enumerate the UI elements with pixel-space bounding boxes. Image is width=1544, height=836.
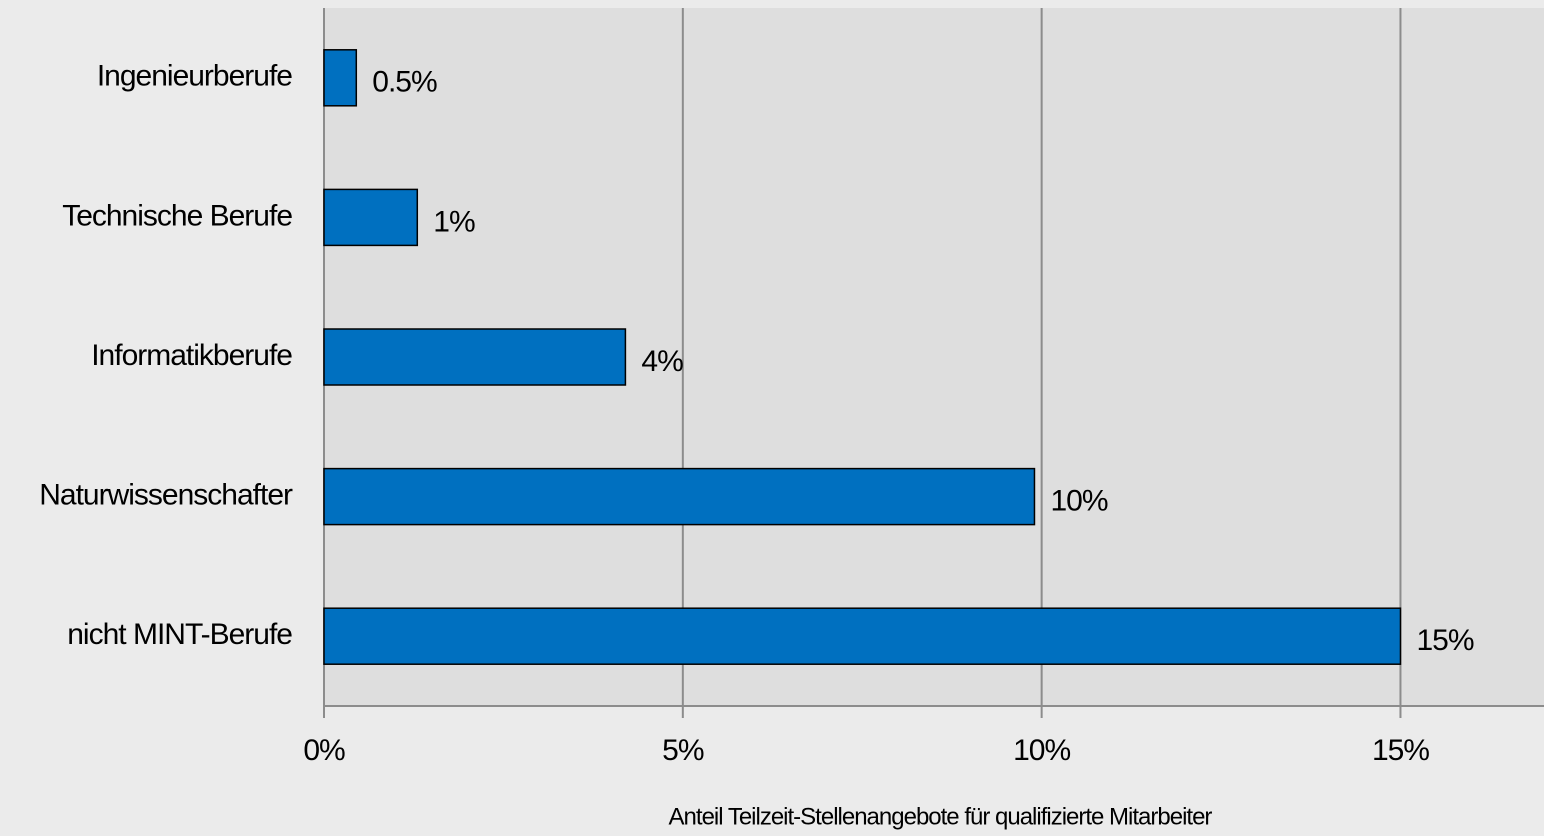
y-tick-label: Naturwissenschafter (39, 479, 293, 512)
bar (323, 328, 627, 386)
bar (323, 49, 358, 107)
bar (323, 467, 1036, 526)
x-tick-label: 5% (662, 734, 704, 767)
data-label: 15% (1416, 624, 1473, 657)
x-tick-label: 15% (1372, 734, 1429, 767)
data-label: 4% (641, 345, 683, 378)
y-tick-label: Ingenieurberufe (97, 60, 292, 93)
y-tick-label: Technische Berufe (62, 199, 292, 232)
x-tick-label: 10% (1013, 734, 1070, 767)
y-tick-label: Informatikberufe (91, 339, 292, 372)
x-tick-label: 0% (303, 734, 345, 767)
x-axis-title: Anteil Teilzeit-Stellenangebote für qual… (669, 803, 1213, 830)
bar (323, 607, 1402, 665)
data-label: 10% (1050, 485, 1107, 518)
y-tick-label: nicht MINT-Berufe (67, 618, 292, 651)
data-label: 0.5% (372, 66, 437, 99)
data-label: 1% (433, 205, 475, 238)
bar (323, 188, 419, 247)
